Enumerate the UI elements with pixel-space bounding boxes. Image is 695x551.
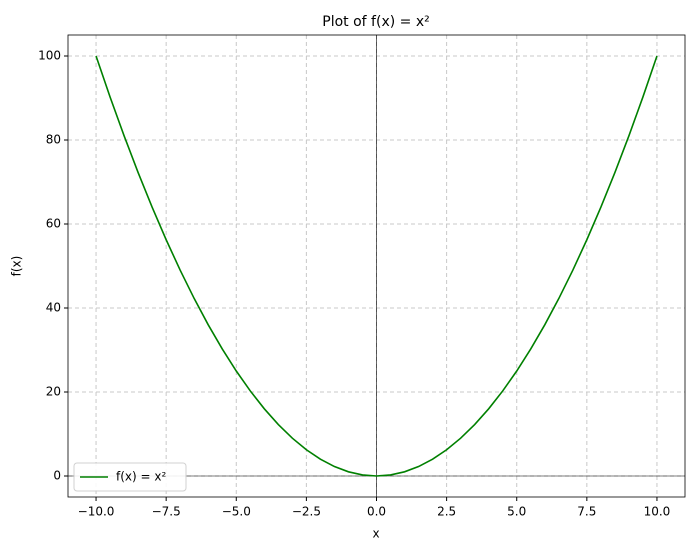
- x-tick-label: 10.0: [644, 505, 671, 519]
- y-tick-label: 0: [53, 469, 61, 483]
- y-tick-label: 100: [38, 49, 61, 63]
- x-tick-label: −5.0: [222, 505, 251, 519]
- plot-frame: [67, 34, 686, 498]
- x-tick-label: −7.5: [152, 505, 181, 519]
- x-tick-label: 7.5: [577, 505, 596, 519]
- x-axis-label: x: [372, 527, 379, 541]
- x-tick-label: −10.0: [78, 505, 115, 519]
- y-tick-label: 60: [46, 217, 61, 231]
- chart-title: Plot of f(x) = x²: [322, 14, 429, 30]
- x-tick-label: 2.5: [437, 505, 456, 519]
- y-tick-label: 80: [46, 133, 61, 147]
- y-axis-label: f(x): [10, 256, 24, 277]
- legend: [73, 462, 187, 492]
- line: [95, 55, 658, 477]
- y-tick-label: 40: [46, 301, 61, 315]
- x-tick-label: 5.0: [507, 505, 526, 519]
- x-tick-label: 0.0: [367, 505, 386, 519]
- legend-label: f(x) = x²: [116, 470, 166, 484]
- x-tick-label: −2.5: [292, 505, 321, 519]
- y-tick-label: 20: [46, 385, 61, 399]
